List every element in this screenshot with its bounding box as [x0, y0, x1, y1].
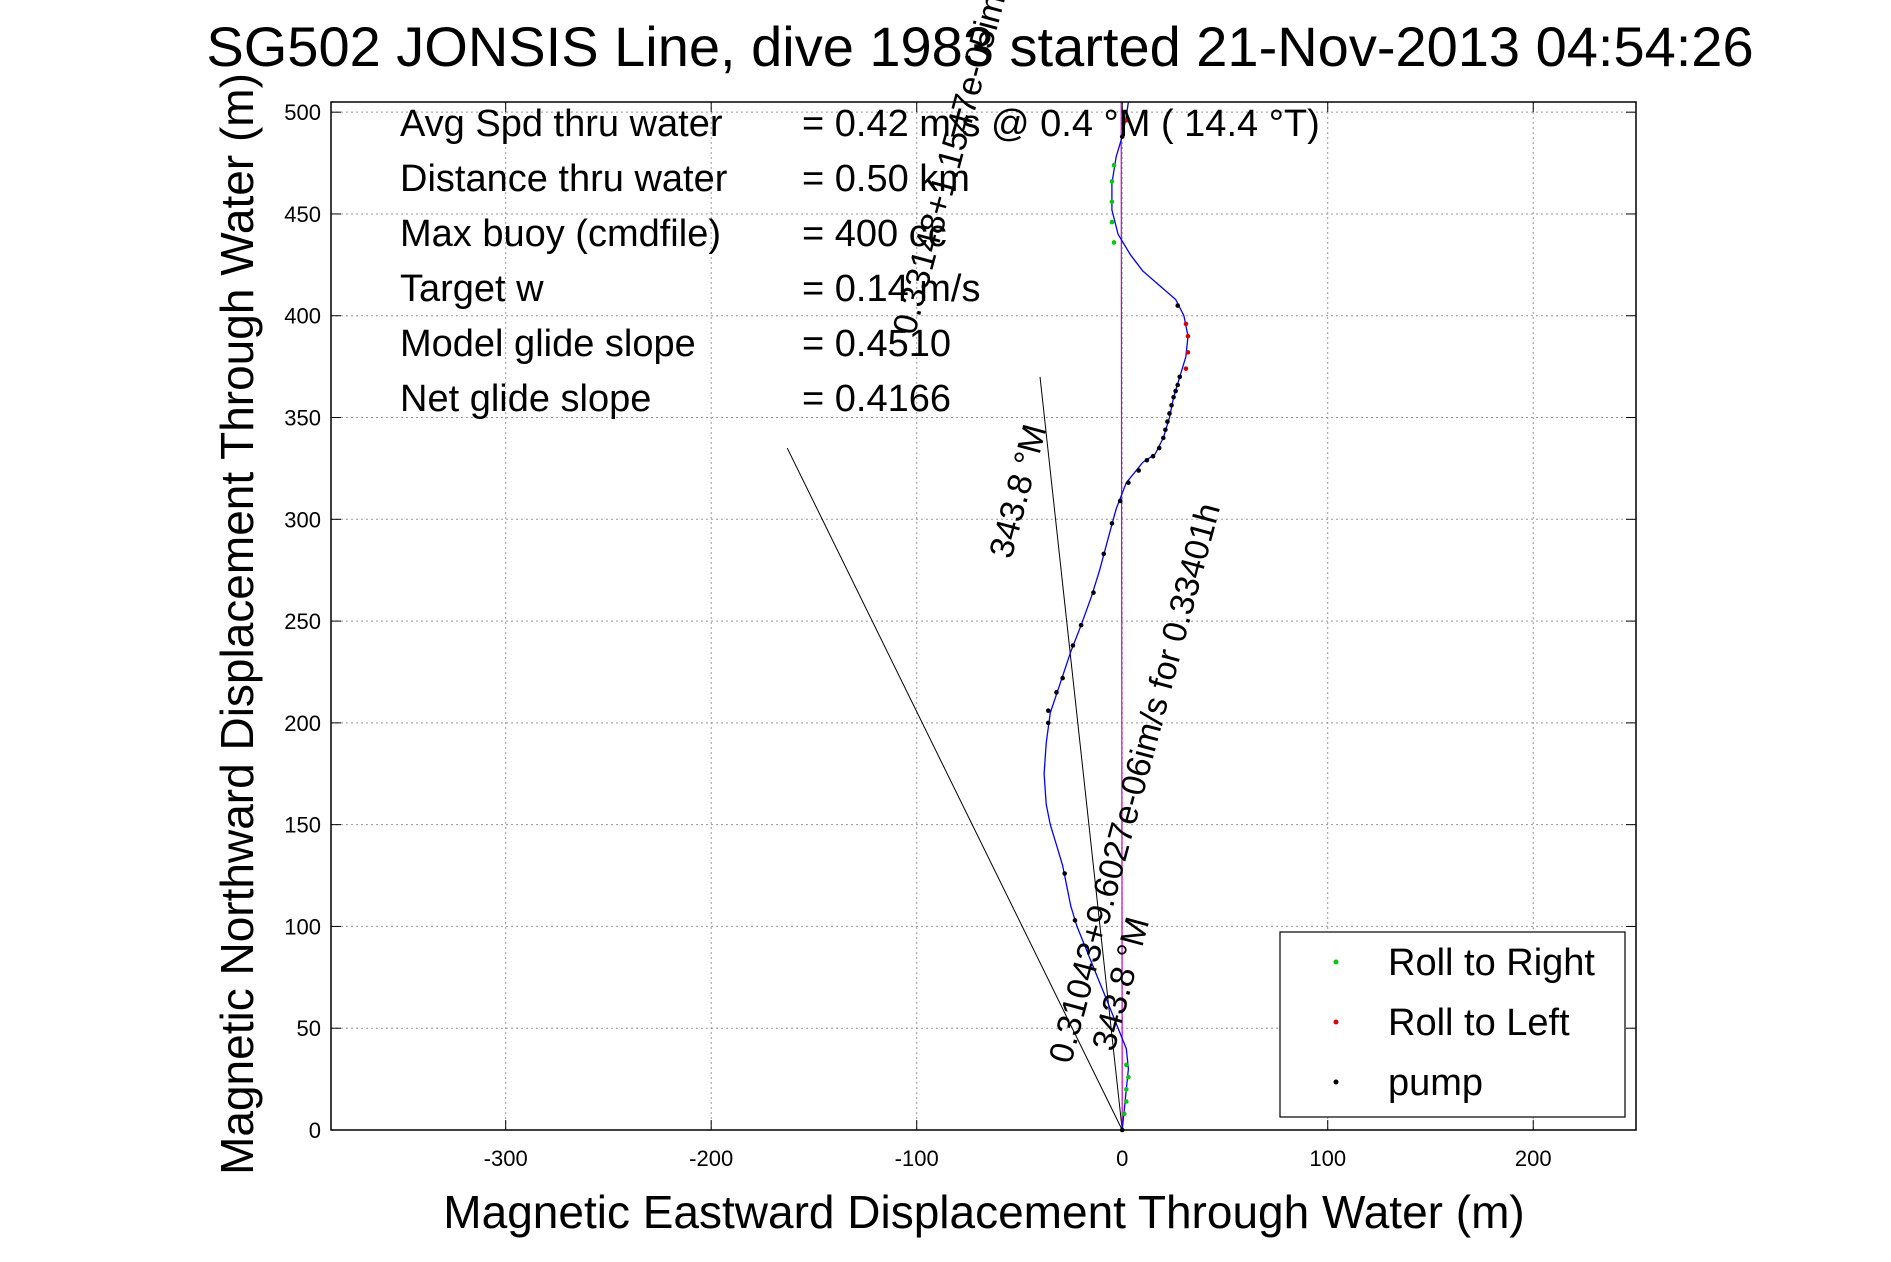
fit-line [786, 447, 1123, 1131]
y-tick-label: 200 [284, 711, 321, 736]
pump-point [1167, 411, 1172, 416]
y-tick-label: 50 [297, 1016, 321, 1041]
y-axis-label: Magnetic Northward Displacement Through … [211, 73, 263, 1175]
x-tick-label: -100 [895, 1146, 939, 1171]
x-tick-label: 200 [1515, 1146, 1552, 1171]
y-tick-label: 300 [284, 507, 321, 532]
stat-label: Max buoy (cmdfile) [400, 213, 721, 255]
legend: Roll to Right Roll to Left pump [1279, 931, 1626, 1118]
pump-point [1169, 403, 1174, 408]
pump-point [1175, 303, 1181, 308]
y-tick-label: 450 [284, 202, 321, 227]
stat-label: Avg Spd thru water [400, 103, 723, 145]
x-tick-label: 0 [1116, 1146, 1128, 1171]
y-tick-label: 400 [284, 304, 321, 329]
pump-point [1045, 720, 1051, 726]
y-tick-label: 100 [284, 914, 321, 939]
pump-point [1177, 374, 1183, 380]
pump-point [1156, 445, 1162, 451]
stat-value: = 0.42 m/s @ 0.4 °M ( 14.4 °T) [802, 103, 1320, 145]
legend-label: pump [1388, 1062, 1483, 1104]
pump-point [1119, 134, 1125, 139]
legend-label: Roll to Left [1388, 1002, 1570, 1044]
roll-right-point [1111, 162, 1117, 168]
pump-point [1165, 419, 1170, 424]
x-tick-label: 100 [1309, 1146, 1346, 1171]
pump-point [1091, 590, 1096, 595]
roll-left-point [1183, 321, 1189, 327]
roll-right-point [1121, 1111, 1127, 1117]
legend-marker [1333, 959, 1339, 965]
stat-value: = 0.4166 [802, 378, 951, 420]
stat-label: Model glide slope [400, 323, 696, 365]
roll-right-point [1109, 179, 1115, 184]
chart-title: SG502 JONSIS Line, dive 1983 started 21-… [206, 15, 1753, 78]
pump-point [1072, 918, 1078, 923]
legend-items: Roll to Right Roll to Left pump [1333, 942, 1595, 1104]
stat-value: = 0.50 km [802, 158, 970, 200]
pump-point [1078, 622, 1084, 628]
legend-label: Roll to Right [1388, 942, 1595, 984]
pump-point [1175, 382, 1181, 388]
stats-block: Avg Spd thru water = 0.42 m/s @ 0.4 °M ( … [400, 103, 1320, 420]
pump-point [1163, 427, 1168, 433]
x-tick-label: -200 [689, 1146, 733, 1171]
stat-value: = 0.4510 [802, 323, 951, 365]
pump-point [1173, 388, 1178, 394]
pump-point [1054, 690, 1059, 695]
roll-left-point [1124, 118, 1129, 123]
roll-right-point [1109, 199, 1115, 205]
stat-value: = 400 cc [802, 213, 947, 255]
stat-label: Net glide slope [400, 378, 651, 420]
track-markers [1045, 118, 1191, 1133]
roll-left-point [1183, 366, 1189, 371]
y-tick-label: 350 [284, 406, 321, 431]
stat-value: = 0.14 m/s [802, 268, 980, 310]
current-line [1120, 101, 1123, 1131]
roll-left-point [1185, 350, 1191, 355]
pump-point [1101, 551, 1107, 557]
pump-point [1060, 675, 1065, 681]
y-tick-label: 150 [284, 813, 321, 838]
pump-point [1062, 871, 1067, 876]
x-tick-label: -300 [484, 1146, 528, 1171]
stat-label: Target w [400, 268, 544, 310]
pump-point [1045, 708, 1051, 713]
pump-point [1109, 521, 1115, 526]
pump-point [1171, 394, 1176, 400]
stat-label: Distance thru water [400, 158, 728, 200]
pump-point [1144, 457, 1150, 463]
pump-point [1126, 480, 1131, 485]
y-tick-label: 500 [284, 100, 321, 125]
y-tick-label: 0 [309, 1118, 321, 1143]
pump-point [1117, 498, 1123, 504]
pump-point [1136, 468, 1141, 473]
pump-point [1070, 643, 1076, 648]
roll-right-point [1124, 1086, 1129, 1092]
roll-right-point [1111, 240, 1117, 245]
roll-left-point [1185, 333, 1191, 339]
roll-right-point [1124, 1099, 1129, 1104]
y-tick-label: 250 [284, 609, 321, 634]
y-ticks: 0 50 100 150 200 250 300 350 400 450 500 [284, 100, 1636, 1143]
x-axis-label: Magnetic Eastward Displacement Through W… [443, 1186, 1524, 1238]
roll-right-point [1124, 1062, 1129, 1068]
legend-marker [1333, 1019, 1339, 1025]
roll-right-point [1126, 1074, 1131, 1080]
roll-right-point [1109, 219, 1115, 225]
x-ticks: -300 -200 -100 0 100 200 [484, 102, 1552, 1171]
pump-point [1150, 453, 1156, 459]
pump-point [1161, 435, 1166, 441]
track-line [1043, 101, 1189, 1131]
legend-marker [1333, 1079, 1339, 1085]
plot-frame [330, 101, 1637, 1131]
